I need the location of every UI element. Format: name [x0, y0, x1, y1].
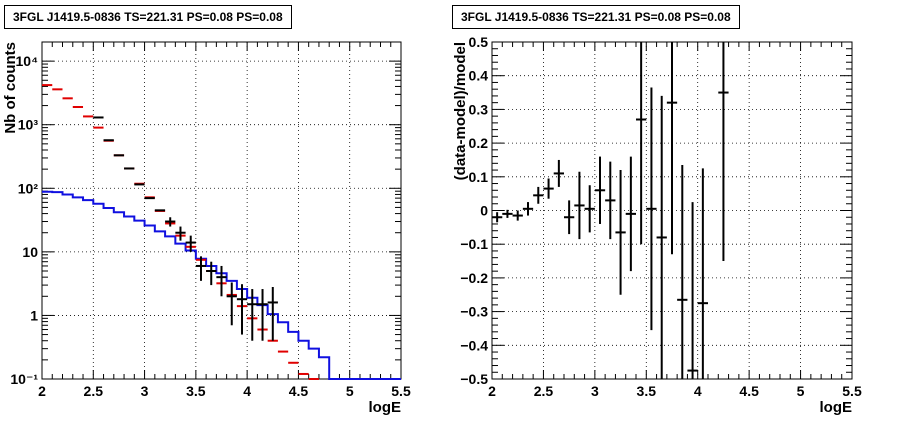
data-point — [257, 289, 268, 341]
data-point — [636, 42, 647, 245]
y-tick-label: 10³ — [18, 117, 39, 133]
series-0 — [42, 190, 401, 380]
y-tick-label: 10⁴ — [16, 53, 39, 69]
data-point — [656, 95, 667, 379]
y-tick-label: 0.1 — [469, 169, 489, 185]
x-tick-label: 4.5 — [289, 383, 309, 399]
data-point — [216, 265, 227, 297]
x-tick-label: 5 — [797, 383, 805, 399]
x-tick-label: 3.5 — [186, 383, 206, 399]
data-point — [718, 42, 729, 262]
y-tick-label: 1 — [30, 307, 38, 323]
x-tick-label: 5.5 — [391, 383, 411, 399]
x-tick-label: 2 — [38, 383, 46, 399]
data-point — [165, 217, 176, 227]
data-point — [236, 284, 248, 335]
y-tick-label: −0.1 — [460, 236, 488, 252]
plot-frame — [41, 41, 402, 380]
data-point — [677, 165, 688, 379]
x-tick-label: 2.5 — [84, 383, 104, 399]
data-point — [522, 202, 534, 216]
data-point — [687, 202, 698, 379]
y-tick-label: 0.4 — [469, 68, 489, 84]
y-tick-label: 10⁻¹ — [10, 371, 38, 387]
y-tick-label: −0.5 — [460, 371, 488, 387]
data-point — [543, 178, 554, 199]
x-tick-label: 4 — [243, 383, 251, 399]
y-axis-title: Nb of counts — [2, 42, 19, 134]
data-point — [247, 289, 258, 341]
x-tick-label: 3.5 — [637, 383, 657, 399]
data-point — [553, 159, 564, 187]
data-point — [574, 171, 585, 240]
series-2 — [93, 116, 278, 341]
left-chart-counts: 2 2.5 3 3.5 4 4.5 5 5.5 10⁻¹ 1 10 10² 10³ 10⁴ logE Nb o… — [2, 41, 411, 416]
x-axis-title: logE — [820, 399, 853, 416]
data-point — [492, 212, 503, 223]
data-point — [512, 210, 523, 221]
data-point — [615, 170, 626, 295]
y-tick-label: −0.2 — [460, 270, 488, 286]
data-point — [666, 42, 678, 255]
data-point — [195, 256, 207, 281]
y-tick-label: 0.3 — [469, 101, 489, 117]
right-plot-title: 3FGL J1419.5-0836 TS=221.31 PS=0.08 PS=0… — [452, 5, 740, 29]
data-point — [605, 161, 616, 240]
right-chart-residuals: 2 2.5 3 3.5 4 4.5 5 5.5 −0.5 −0.4 −0.3 −0.2 −0.1 0 0.1… — [452, 34, 862, 416]
data-point — [533, 186, 544, 204]
data-point — [267, 287, 278, 341]
y-tick-label: 0.5 — [469, 34, 489, 50]
x-tick-label: 4 — [694, 383, 702, 399]
x-axis-title: logE — [369, 399, 402, 416]
data-point — [206, 261, 217, 286]
x-tick-label: 3 — [141, 383, 149, 399]
data-point — [175, 226, 186, 241]
data-point — [185, 235, 196, 252]
x-tick-label: 2 — [488, 383, 496, 399]
x-tick-label: 3 — [591, 383, 599, 399]
x-tick-label: 4.5 — [739, 383, 759, 399]
y-tick-label: 10 — [22, 244, 38, 260]
y-tick-label: −0.4 — [460, 337, 488, 353]
y-tick-label: −0.3 — [460, 304, 488, 320]
data-point — [564, 200, 575, 235]
data-point — [502, 209, 513, 218]
y-tick-label: 0 — [480, 203, 488, 219]
data-point — [646, 87, 657, 331]
data-point — [697, 168, 708, 379]
data-point — [226, 282, 237, 326]
y-tick-label: 10² — [18, 180, 39, 196]
x-tick-label: 2.5 — [534, 383, 554, 399]
series-0 — [492, 42, 729, 379]
data-point — [584, 185, 595, 233]
left-plot-title: 3FGL J1419.5-0836 TS=221.31 PS=0.08 PS=0… — [4, 5, 292, 29]
data-point — [594, 156, 606, 224]
x-tick-label: 5.5 — [842, 383, 862, 399]
data-point — [625, 156, 636, 272]
y-axis-title: (data-model)/model — [452, 42, 469, 180]
x-tick-label: 5 — [346, 383, 354, 399]
model-step-line — [42, 190, 401, 380]
y-tick-label: 0.2 — [469, 135, 489, 151]
